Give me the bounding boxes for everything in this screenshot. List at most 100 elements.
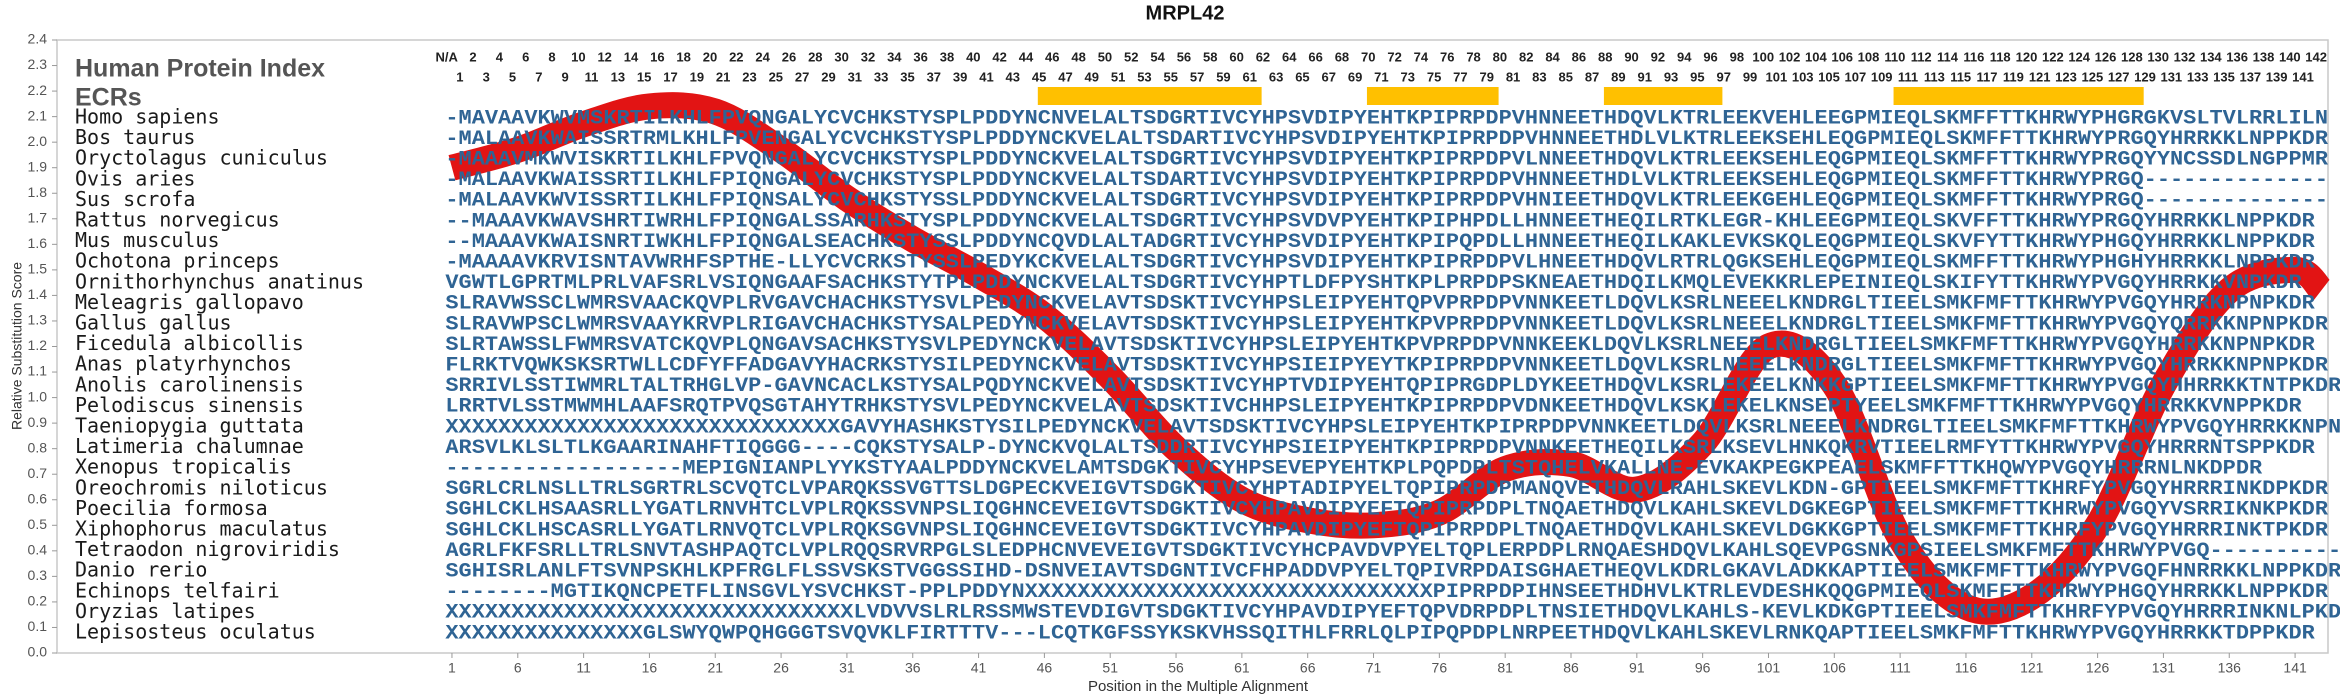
sequence: SGHLCKLHSAASRLLYGATLRNVHTCLVPLRQKSSVNPSL… — [445, 499, 2328, 522]
species-name: Xiphophorus maculatus — [75, 517, 328, 541]
position-header: 55 — [1164, 69, 1178, 84]
species-name: Ochotona princeps — [75, 249, 280, 273]
species-name: Homo sapiens — [75, 105, 220, 129]
position-header: 45 — [1032, 69, 1046, 84]
x-tick-label: 61 — [1234, 660, 1250, 676]
position-header: 62 — [1256, 49, 1270, 64]
position-header: 92 — [1651, 49, 1665, 64]
y-tick-label: 0.0 — [28, 644, 48, 660]
species-name: Latimeria chalumnae — [75, 434, 304, 458]
position-header: 6 — [522, 49, 529, 64]
position-header: 4 — [496, 49, 504, 64]
position-header: 141 — [2292, 69, 2314, 84]
position-header: 107 — [1845, 69, 1867, 84]
y-tick-label: 1.9 — [28, 158, 48, 174]
position-header: 84 — [1545, 49, 1560, 64]
x-tick-label: 6 — [514, 660, 522, 676]
position-header: 101 — [1766, 69, 1788, 84]
x-tick-label: 141 — [2283, 660, 2307, 676]
position-header: 110 — [1884, 49, 1905, 64]
position-header: 10 — [571, 49, 585, 64]
position-header: 102 — [1779, 49, 1801, 64]
position-header: 98 — [1730, 49, 1744, 64]
species-name: Anolis carolinensis — [75, 372, 304, 396]
ecr-bar — [1893, 87, 2144, 105]
sequence: --MAAAVKWAVSHRTIWRHLFPIQNGALSSARHKSTYSPL… — [445, 210, 2314, 233]
position-header: 35 — [900, 69, 914, 84]
position-header: 47 — [1058, 69, 1072, 84]
position-header: 53 — [1137, 69, 1151, 84]
species-name: Sus scrofa — [75, 187, 195, 211]
x-tick-label: 31 — [839, 660, 855, 676]
position-header: 116 — [1963, 49, 1984, 64]
y-tick-label: 1.3 — [28, 312, 48, 328]
position-header: 31 — [848, 69, 862, 84]
position-header: 113 — [1924, 69, 1945, 84]
position-header: 14 — [624, 49, 639, 64]
sequence: -MAVAAVKWVMSKRTILKHLFPVQNGALYCVCHKSTYSPL… — [445, 107, 2328, 130]
position-header: 122 — [2042, 49, 2064, 64]
position-header: 49 — [1085, 69, 1099, 84]
position-header: 7 — [535, 69, 542, 84]
x-tick-label: 66 — [1300, 660, 1316, 676]
x-tick-label: 51 — [1102, 660, 1118, 676]
species-name: Mus musculus — [75, 228, 220, 252]
score-curve — [448, 92, 2331, 625]
sequence: SGHLCKLHSCASRLLYGATLRNVQTCLVPLRQKSGVNPSL… — [445, 519, 2328, 542]
species-name: Pelodiscus sinensis — [75, 393, 304, 417]
position-header: 96 — [1703, 49, 1717, 64]
ecr-bar — [1037, 87, 1262, 105]
position-header: 123 — [2055, 69, 2077, 84]
position-header: 54 — [1150, 49, 1165, 64]
sequence: ------------------MEPIGNIANPLYYKSTYAALPD… — [445, 457, 2262, 480]
species-name: Ficedula albicollis — [75, 331, 304, 355]
sequence: -MAAAAVKRVISNTAVWRHFSPTHE-LLYCVCRKSTYSSL… — [445, 251, 2314, 274]
x-tick-label: 11 — [576, 660, 591, 676]
position-header: 66 — [1308, 49, 1322, 64]
position-header: 100 — [1752, 49, 1774, 64]
x-tick-label: 71 — [1366, 660, 1382, 676]
x-tick-label: 1 — [448, 660, 456, 676]
species-name: Meleagris gallopavo — [75, 290, 304, 314]
species-name: Xenopus tropicalis — [75, 455, 292, 479]
position-header: 15 — [637, 69, 651, 84]
position-header: 40 — [966, 49, 980, 64]
position-header: 12 — [597, 49, 611, 64]
species-name: Rattus norvegicus — [75, 208, 280, 232]
sequence: FLRKTVQWKSKSRTWLLCDFYFFADGAVYHACRKSTYSIL… — [445, 354, 2328, 377]
sequence: SLRAVWPSCLWMRSVAAYKRVPLRIGAVCHACHKSTYSAL… — [445, 313, 2328, 336]
x-tick-label: 81 — [1497, 660, 1513, 676]
species-name: Tetraodon nigroviridis — [75, 537, 340, 561]
position-header: 108 — [1858, 49, 1880, 64]
position-header: 76 — [1440, 49, 1454, 64]
position-header: 120 — [2016, 49, 2038, 64]
position-header: 17 — [663, 69, 677, 84]
species-name: Anas platyrhynchos — [75, 352, 292, 376]
position-header: 85 — [1558, 69, 1572, 84]
position-header: 58 — [1203, 49, 1217, 64]
species-name: Poecilia formosa — [75, 496, 268, 520]
y-tick-label: 0.8 — [28, 439, 48, 455]
x-tick-label: 101 — [1757, 660, 1781, 676]
y-tick-label: 1.6 — [28, 235, 48, 251]
ecr-bar — [1366, 87, 1499, 105]
index-label: Human Protein Index — [75, 55, 325, 83]
position-header: 136 — [2226, 49, 2248, 64]
x-tick-label: 36 — [905, 660, 921, 676]
position-header: 115 — [1950, 69, 1971, 84]
species-name: Echinops telfairi — [75, 578, 280, 602]
y-tick-label: 0.4 — [28, 542, 48, 558]
position-header: 37 — [927, 69, 941, 84]
position-header: 8 — [548, 49, 555, 64]
position-header: 28 — [808, 49, 822, 64]
species-name: Oryctolagus cuniculus — [75, 146, 328, 170]
position-header: 5 — [509, 69, 516, 84]
x-tick-label: 46 — [1037, 660, 1053, 676]
position-header: 65 — [1295, 69, 1309, 84]
y-axis-label: Relative Substitution Score — [9, 262, 25, 430]
position-header: 131 — [2160, 69, 2182, 84]
position-header: 94 — [1677, 49, 1692, 64]
position-header: 42 — [992, 49, 1006, 64]
position-header: 57 — [1190, 69, 1204, 84]
